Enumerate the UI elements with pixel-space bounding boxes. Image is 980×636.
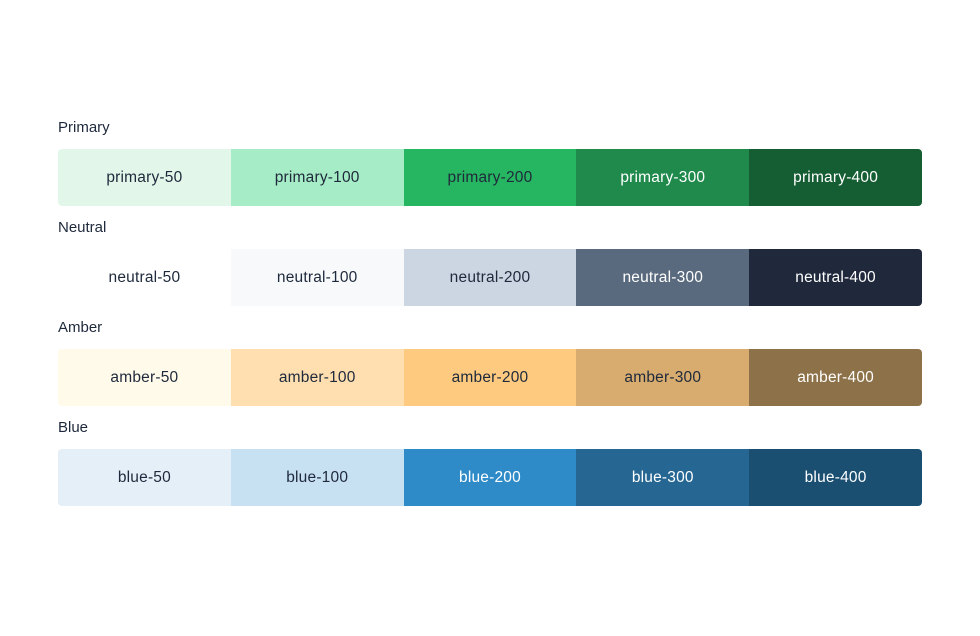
color-ramp: blue-50 blue-100 blue-200 blue-300 blue-… <box>58 449 922 506</box>
color-swatch[interactable]: primary-200 <box>403 149 577 206</box>
color-swatch[interactable]: amber-400 <box>749 349 922 406</box>
color-ramp: amber-50 amber-100 amber-200 amber-300 a… <box>58 349 922 406</box>
color-swatch[interactable]: blue-50 <box>58 449 231 506</box>
palette-label: Primary <box>58 119 110 136</box>
palette-group-amber: Amber amber-50 amber-100 amber-200 amber… <box>58 318 922 406</box>
color-swatch[interactable]: neutral-400 <box>749 249 922 306</box>
palette-label: Blue <box>58 419 89 436</box>
color-swatch[interactable]: amber-50 <box>58 349 231 406</box>
palette-label: Amber <box>58 319 103 336</box>
color-swatch[interactable]: blue-400 <box>749 449 922 506</box>
color-swatch[interactable]: neutral-200 <box>403 249 577 306</box>
color-swatch[interactable]: neutral-300 <box>576 249 750 306</box>
palette-label: Neutral <box>58 219 107 236</box>
color-ramp: primary-50 primary-100 primary-200 prima… <box>58 149 922 206</box>
color-swatch[interactable]: primary-400 <box>749 149 922 206</box>
color-swatch[interactable]: amber-300 <box>576 349 750 406</box>
color-swatch[interactable]: primary-50 <box>58 149 231 206</box>
color-swatch[interactable]: blue-300 <box>576 449 750 506</box>
palette-list: Primary primary-50 primary-100 primary-2… <box>58 118 922 518</box>
color-swatch[interactable]: amber-200 <box>403 349 577 406</box>
color-swatch[interactable]: neutral-100 <box>230 249 404 306</box>
color-swatch[interactable]: primary-300 <box>576 149 750 206</box>
palette-group-primary: Primary primary-50 primary-100 primary-2… <box>58 118 922 206</box>
color-swatch[interactable]: primary-100 <box>230 149 404 206</box>
color-swatch[interactable]: amber-100 <box>230 349 404 406</box>
palette-group-neutral: Neutral neutral-50 neutral-100 neutral-2… <box>58 218 922 306</box>
color-swatch[interactable]: blue-100 <box>230 449 404 506</box>
color-swatch[interactable]: neutral-50 <box>58 249 231 306</box>
palette-group-blue: Blue blue-50 blue-100 blue-200 blue-300 … <box>58 418 922 506</box>
color-ramp: neutral-50 neutral-100 neutral-200 neutr… <box>58 249 922 306</box>
color-swatch[interactable]: blue-200 <box>403 449 577 506</box>
